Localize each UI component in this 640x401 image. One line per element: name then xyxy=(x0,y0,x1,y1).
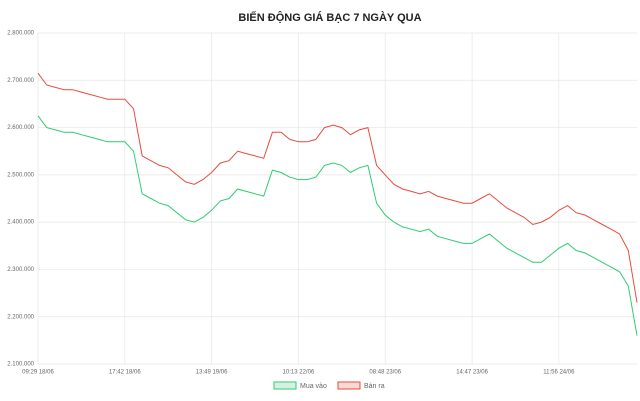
chart-title: BIẾN ĐỘNG GIÁ BẠC 7 NGÀY QUA xyxy=(238,11,421,24)
series-line xyxy=(37,115,638,336)
y-tick-label: 2.400.000 xyxy=(7,220,34,226)
x-tick-label: 10:13 22/06 xyxy=(283,370,315,376)
series-line xyxy=(37,72,638,303)
y-tick-label: 2.300.000 xyxy=(7,267,34,273)
y-tick-label: 2.600.000 xyxy=(7,125,34,131)
x-tick-label: 14:47 23/06 xyxy=(456,370,488,376)
y-tick-label: 2.700.000 xyxy=(7,78,34,84)
x-tick-label: 08:48 23/06 xyxy=(369,370,401,376)
x-tick-label: 11:56 24/06 xyxy=(543,370,575,376)
y-tick-label: 2.100.000 xyxy=(7,362,34,368)
legend-swatch xyxy=(337,381,361,390)
x-tick-label: 09:29 18/06 xyxy=(22,370,54,376)
legend-label: Bán ra xyxy=(364,383,385,390)
y-tick-label: 2.800.000 xyxy=(7,31,34,37)
x-tick-label: 17:42 18/06 xyxy=(109,370,141,376)
x-tick-label: 13:49 19/06 xyxy=(196,370,228,376)
y-tick-label: 2.200.000 xyxy=(7,314,34,320)
y-tick-label: 2.500.000 xyxy=(7,172,34,178)
legend-label: Mua vào xyxy=(300,383,327,390)
legend-swatch xyxy=(273,381,297,390)
